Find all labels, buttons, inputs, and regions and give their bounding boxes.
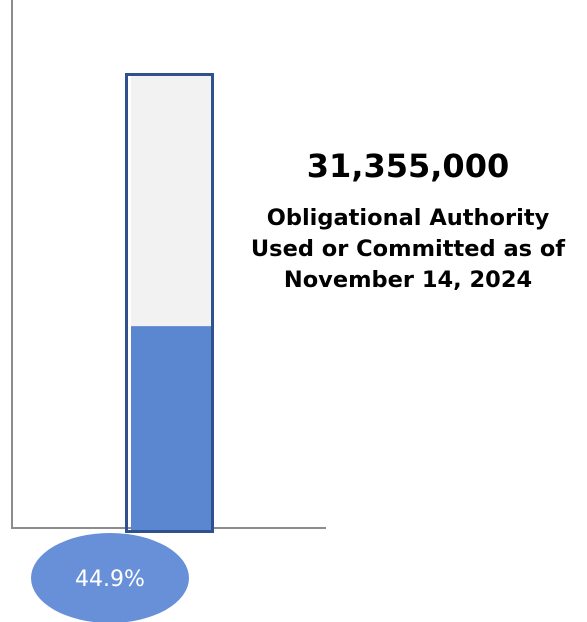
amount-label: 31,355,000 (238, 146, 578, 186)
percent-label: 44.9% (75, 567, 145, 592)
caption-label: Obligational Authority Used or Committed… (238, 203, 578, 296)
thermometer-filled-portion (131, 326, 211, 530)
